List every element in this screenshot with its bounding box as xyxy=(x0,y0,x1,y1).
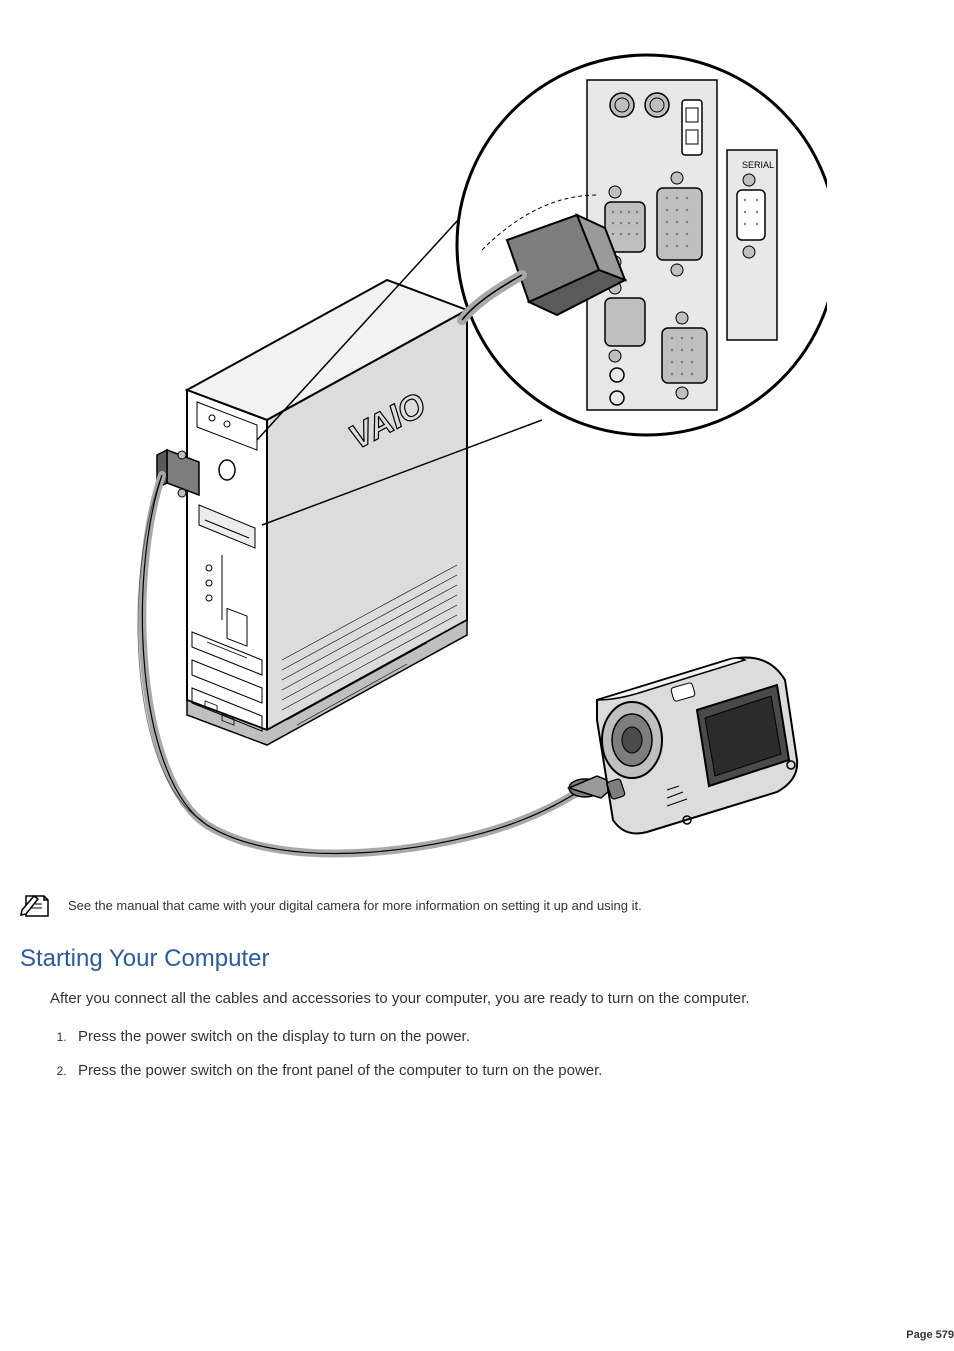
step-item: Press the power switch on the front pane… xyxy=(70,1060,904,1083)
section-intro: After you connect all the cables and acc… xyxy=(50,988,904,1011)
svg-text:SERIAL: SERIAL xyxy=(742,160,774,170)
document-page: VAIO xyxy=(0,0,954,1351)
section-heading: Starting Your Computer xyxy=(20,945,944,973)
note-text: See the manual that came with your digit… xyxy=(68,898,642,913)
step-item: Press the power switch on the display to… xyxy=(70,1026,904,1049)
note-icon xyxy=(20,890,58,920)
connection-illustration: VAIO xyxy=(127,20,827,860)
page-number: Page 579 xyxy=(906,1329,954,1341)
manual-note: See the manual that came with your digit… xyxy=(20,890,944,920)
steps-list: Press the power switch on the display to… xyxy=(50,1026,904,1083)
